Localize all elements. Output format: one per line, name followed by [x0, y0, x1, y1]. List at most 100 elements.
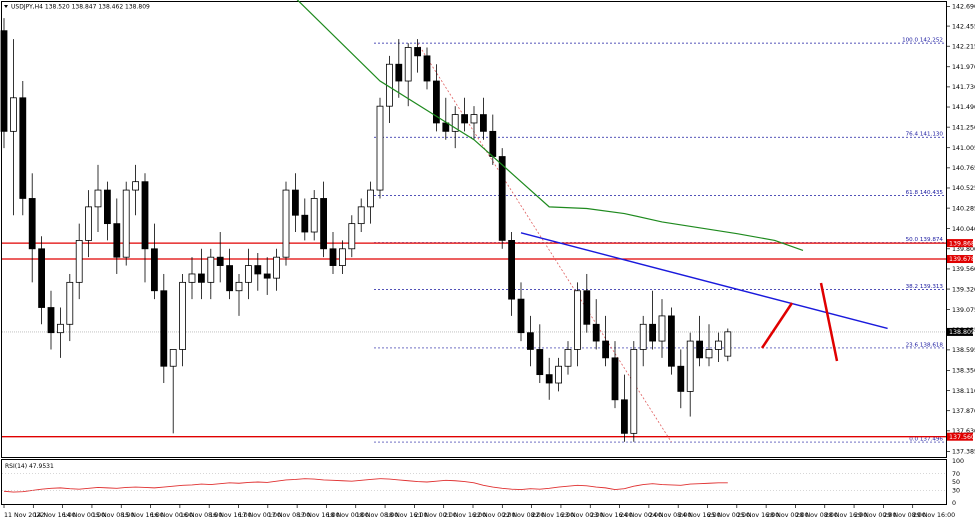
time-tick-label: 23 Nov 16:00	[590, 512, 632, 519]
candle-body	[564, 349, 572, 367]
candle-body	[338, 248, 346, 266]
candle-body	[414, 47, 422, 57]
rsi-tick-label: 30	[952, 488, 960, 495]
time-tick-label: 18 Nov 16:00	[385, 512, 427, 519]
rsi-pane	[1, 459, 947, 505]
candle-body	[263, 273, 271, 279]
price-tick-label: 140.525	[952, 185, 975, 192]
candle-body	[122, 189, 130, 258]
rsi-tick-label: 100	[952, 458, 964, 465]
fib-level-label: 50.0 139.874	[906, 237, 944, 243]
rsi-tick-label: 50	[952, 479, 960, 486]
candle-body	[28, 198, 36, 250]
fibonacci-diagonal	[417, 42, 672, 443]
price-tick-label: 139.560	[952, 266, 975, 273]
time-tick-label: 24 Nov 00:00	[620, 512, 662, 519]
candle-body	[329, 248, 337, 266]
candle-body	[621, 399, 628, 434]
price-tag-bg	[947, 255, 973, 264]
time-tick-label: 16 Nov 00:00	[151, 512, 193, 519]
projection-up-stroke	[760, 302, 794, 349]
candle-body	[66, 281, 74, 325]
time-tick-label: 28 Nov 00:00	[766, 512, 808, 519]
time-tick-label: 29 Nov 16:00	[913, 512, 955, 519]
price-tag-label: 139.678	[949, 256, 975, 263]
price-tick-label: 139.320	[952, 286, 975, 293]
candle-body	[705, 349, 713, 359]
price-tick-label: 141.005	[952, 145, 975, 152]
candle-body	[160, 290, 168, 367]
price-tick-label: 141.970	[952, 64, 975, 71]
price-tick-label: 138.350	[952, 368, 975, 375]
rsi-tick-label: 70	[952, 471, 960, 478]
candle-body	[583, 290, 591, 325]
price-tick-label: 142.215	[952, 43, 975, 50]
candle-body	[611, 357, 619, 401]
candle-body	[376, 105, 384, 191]
time-tick-label: 17 Nov 16:00	[297, 512, 339, 519]
time-tick-label: 22 Nov 16:00	[532, 512, 574, 519]
price-tag-bg	[947, 432, 973, 441]
candles	[0, 18, 732, 442]
candle-body	[47, 307, 55, 334]
candle-body	[235, 281, 243, 292]
price-tick-label: 141.250	[952, 124, 975, 131]
candle-body	[226, 265, 234, 292]
candle-body	[197, 273, 205, 283]
candle-body	[207, 256, 215, 283]
candle-body	[38, 248, 45, 308]
fib-level-label: 76.4 141.130	[906, 132, 944, 138]
candle-body	[715, 340, 722, 350]
time-tick-label: 28 Nov 08:00	[795, 512, 837, 519]
candle-body	[273, 256, 281, 279]
time-tick-label: 11 Nov 2022	[4, 512, 44, 519]
fib-level-label: 23.6 138.618	[906, 342, 944, 348]
price-tick-label: 140.040	[952, 226, 975, 233]
price-tag-label: 137.560	[949, 434, 975, 441]
candle-body	[0, 30, 8, 132]
candle-body	[658, 315, 666, 342]
candle-body	[85, 206, 92, 241]
symbol-info: USDJPY,H4 138.520 138.847 138.462 138.80…	[11, 4, 150, 11]
rsi-tick-label: 0	[952, 500, 956, 507]
candle-body	[432, 80, 440, 124]
time-tick-label: 17 Nov 00:00	[239, 512, 281, 519]
candle-body	[479, 114, 487, 132]
candle-body	[291, 189, 299, 216]
candle-body	[489, 130, 497, 157]
candle-body	[442, 122, 450, 132]
current-price-tag-label: 138.809	[949, 329, 975, 336]
time-tick-label: 24 Nov 08:00	[649, 512, 691, 519]
fib-level-label: 0.0 137.496	[909, 437, 943, 443]
candle-body	[132, 181, 140, 191]
candle-body	[19, 97, 27, 199]
dropdown-triangle-icon[interactable]	[4, 5, 8, 8]
candle-body	[150, 248, 158, 292]
candle-body	[498, 156, 506, 241]
candle-body	[423, 55, 431, 82]
price-tick-label: 137.385	[952, 449, 975, 456]
candle-body	[555, 365, 562, 384]
time-tick-label: 18 Nov 00:00	[326, 512, 368, 519]
candle-body	[75, 240, 83, 283]
price-tick-label: 138.595	[952, 347, 975, 354]
candle-body	[141, 181, 149, 250]
candle-body	[104, 189, 111, 225]
candle-body	[367, 189, 375, 208]
candle-body	[169, 349, 177, 367]
candle-body	[517, 298, 525, 334]
candle-body	[320, 198, 328, 250]
time-tick-label: 17 Nov 08:00	[268, 512, 310, 519]
candle-body	[404, 47, 412, 82]
candle-body	[348, 223, 356, 250]
candle-body	[527, 332, 534, 350]
price-tick-label: 141.730	[952, 84, 975, 91]
candle-body	[282, 189, 290, 258]
price-pane	[1, 1, 947, 458]
price-tick-label: 141.490	[952, 104, 975, 111]
rsi-line	[3, 478, 728, 493]
price-tags: 139.868 139.678 137.560 138.809	[947, 239, 975, 441]
candle-body	[461, 114, 469, 124]
